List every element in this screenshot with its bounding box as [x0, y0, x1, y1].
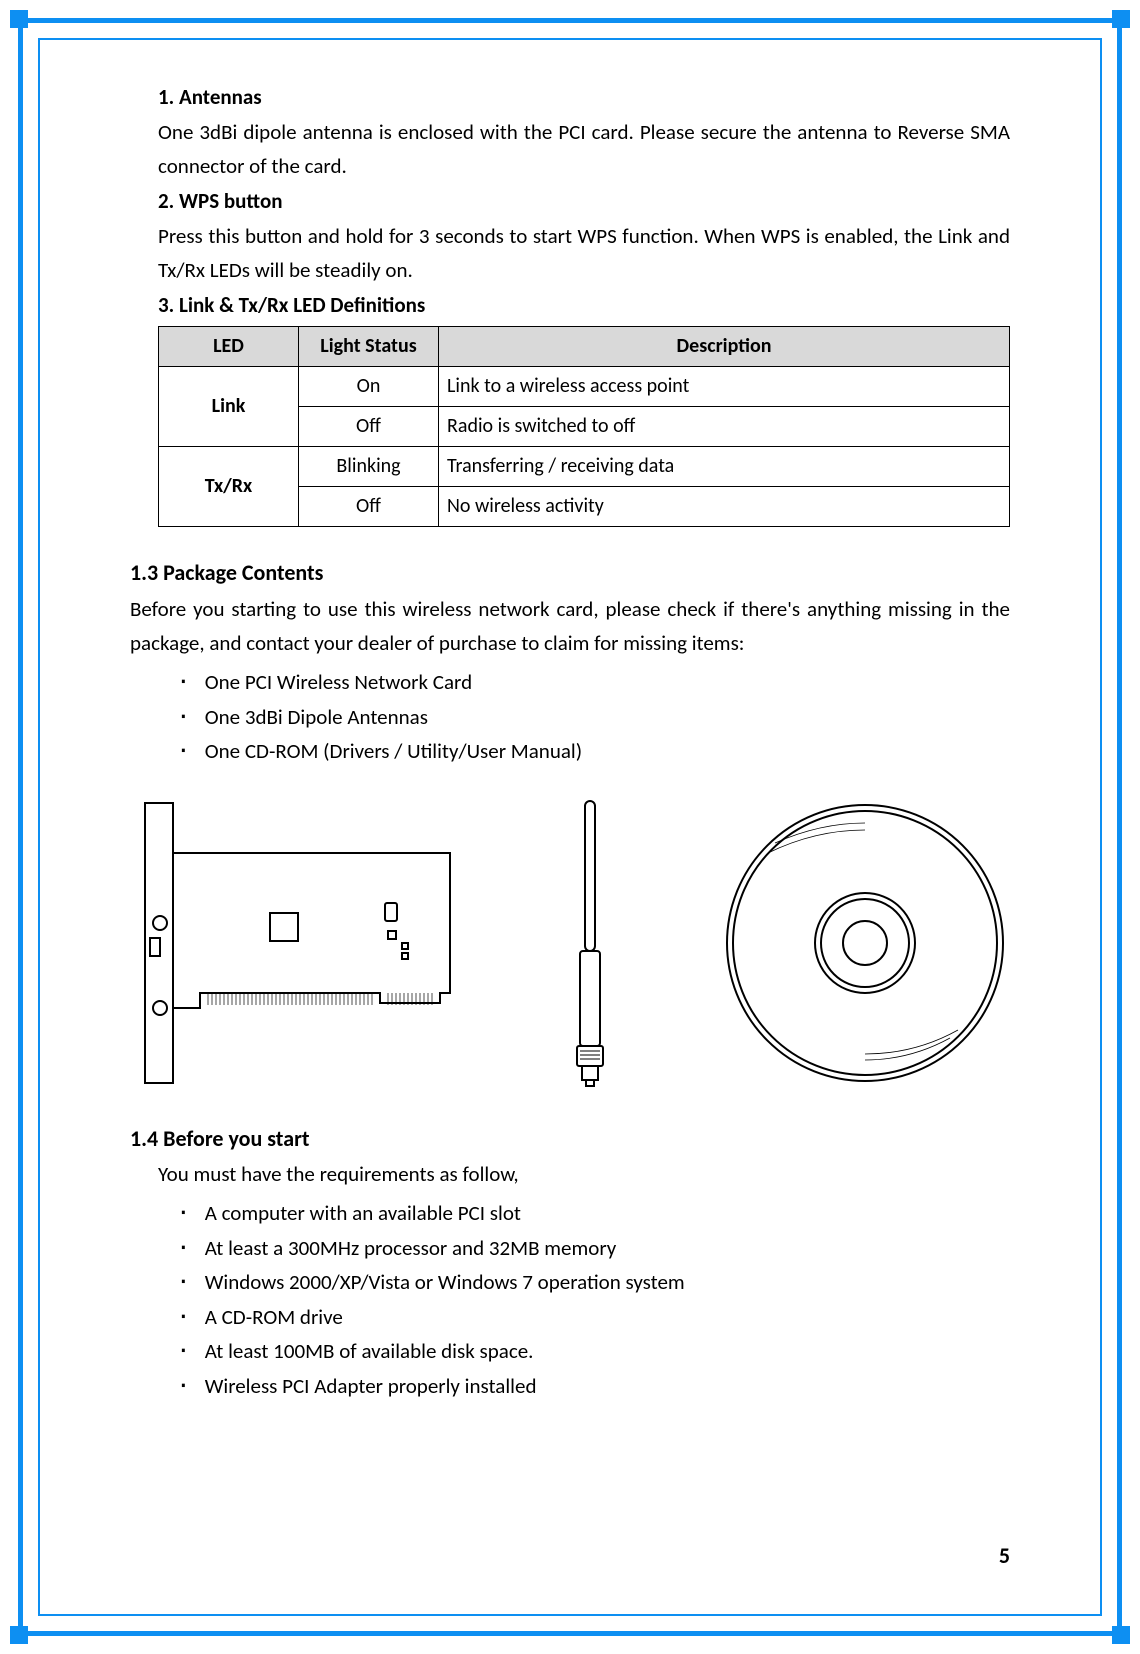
product-illustrations — [130, 793, 1010, 1093]
list-item: One 3dBi Dipole Antennas — [180, 700, 1010, 735]
section-1-body: One 3dBi dipole antenna is enclosed with… — [158, 115, 1010, 184]
pci-card-icon — [130, 793, 460, 1093]
corner-decoration — [1112, 10, 1130, 28]
list-item: One CD-ROM (Drivers / Utility/User Manua… — [180, 734, 1010, 769]
corner-decoration — [10, 10, 28, 28]
list-item: One PCI Wireless Network Card — [180, 665, 1010, 700]
list-item: A computer with an available PCI slot — [180, 1196, 1010, 1231]
antenna-icon — [560, 793, 620, 1093]
section-2-title: 2. WPS button — [158, 184, 1010, 219]
list-item: Wireless PCI Adapter properly installed — [180, 1369, 1010, 1404]
table-row: Tx/Rx Blinking Transferring / receiving … — [159, 447, 1010, 487]
cd-rom-icon — [720, 798, 1010, 1088]
th-desc: Description — [439, 327, 1010, 367]
list-item: A CD-ROM drive — [180, 1300, 1010, 1335]
td-desc: Transferring / receiving data — [439, 447, 1010, 487]
subsection-1-4-title: 1.4 Before you start — [130, 1121, 1010, 1157]
td-led-link: Link — [159, 367, 299, 447]
table-header-row: LED Light Status Description — [159, 327, 1010, 367]
td-desc: Link to a wireless access point — [439, 367, 1010, 407]
td-desc: Radio is switched to off — [439, 407, 1010, 447]
td-status: On — [299, 367, 439, 407]
section-3-title: 3. Link & Tx/Rx LED Definitions — [158, 288, 1010, 323]
subsection-1-3-title: 1.3 Package Contents — [130, 555, 1010, 591]
corner-decoration — [10, 1626, 28, 1644]
page-content: 1. Antennas One 3dBi dipole antenna is e… — [130, 80, 1010, 1574]
subsection-1-4-intro: You must have the requirements as follow… — [158, 1157, 1010, 1192]
td-desc: No wireless activity — [439, 487, 1010, 527]
led-definitions-table: LED Light Status Description Link On Lin… — [158, 326, 1010, 527]
td-led-txrx: Tx/Rx — [159, 447, 299, 527]
list-item: Windows 2000/XP/Vista or Windows 7 opera… — [180, 1265, 1010, 1300]
subsection-1-3-body: Before you starting to use this wireless… — [130, 592, 1010, 661]
requirements-list: A computer with an available PCI slot At… — [180, 1196, 1010, 1404]
page-number: 5 — [999, 1538, 1010, 1574]
list-item: At least a 300MHz processor and 32MB mem… — [180, 1231, 1010, 1266]
section-2-body: Press this button and hold for 3 seconds… — [158, 219, 1010, 288]
list-item: At least 100MB of available disk space. — [180, 1334, 1010, 1369]
td-status: Off — [299, 487, 439, 527]
th-status: Light Status — [299, 327, 439, 367]
package-contents-list: One PCI Wireless Network Card One 3dBi D… — [180, 665, 1010, 769]
td-status: Off — [299, 407, 439, 447]
section-1-title: 1. Antennas — [158, 80, 1010, 115]
th-led: LED — [159, 327, 299, 367]
corner-decoration — [1112, 1626, 1130, 1644]
td-status: Blinking — [299, 447, 439, 487]
table-row: Link On Link to a wireless access point — [159, 367, 1010, 407]
